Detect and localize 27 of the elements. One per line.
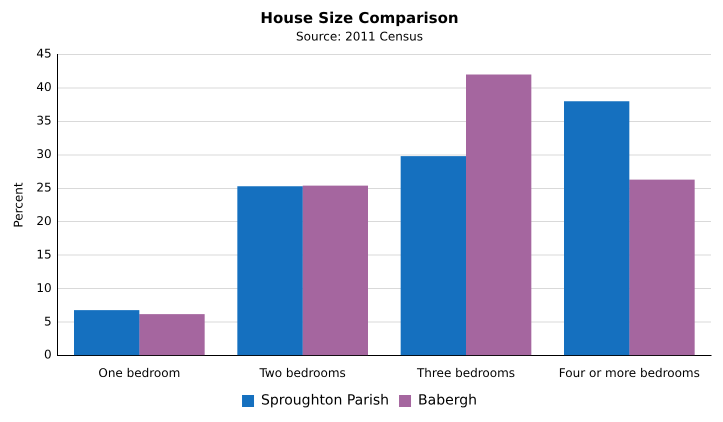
x-tick-label: Two bedrooms [258, 366, 346, 380]
y-tick-label: 35 [36, 113, 52, 128]
y-tick-label: 45 [36, 46, 52, 61]
legend-label: Babergh [418, 392, 477, 409]
bar [237, 186, 303, 356]
legend-label: Sproughton Parish [261, 392, 390, 409]
chart-title: House Size Comparison [260, 8, 459, 27]
chart-subtitle: Source: 2011 Census [296, 29, 423, 44]
bar [466, 74, 532, 356]
y-tick-label: 20 [36, 214, 52, 228]
bar [400, 156, 466, 356]
y-tick-label: 10 [36, 280, 52, 295]
bar [629, 180, 695, 356]
bar [302, 186, 368, 356]
y-tick-label: 40 [36, 80, 52, 94]
y-tick-label: 0 [44, 348, 52, 362]
bar [74, 310, 140, 356]
x-tick-label: Three bedrooms [416, 366, 516, 380]
bar [564, 101, 630, 356]
x-tick-label: Four or more bedrooms [558, 366, 700, 380]
bar [139, 314, 205, 356]
y-tick-label: 15 [36, 247, 52, 262]
y-tick-label: 5 [44, 314, 52, 328]
y-tick-label: 30 [36, 146, 52, 161]
y-axis-title: Percent [11, 182, 26, 228]
x-tick-label: One bedroom [98, 366, 180, 380]
y-tick-label: 25 [36, 180, 52, 194]
